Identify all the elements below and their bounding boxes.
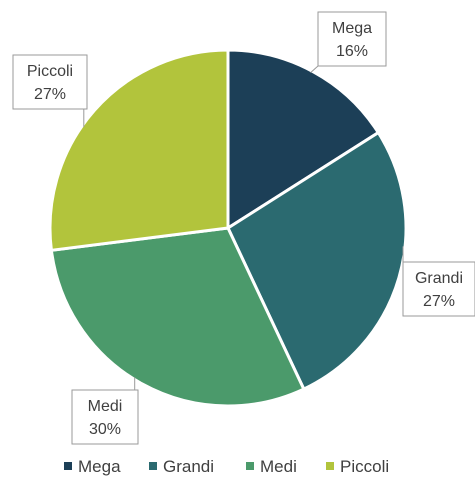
data-label-box-medi (71, 389, 139, 445)
data-label-category-mega: Mega (332, 20, 372, 37)
legend-label-medi: Medi (260, 457, 297, 476)
legend-swatch-mega (64, 462, 72, 470)
data-label-box-grandi (402, 261, 475, 317)
pie-slice-mega (226, 48, 381, 231)
legend-swatch-grandi (149, 462, 157, 470)
data-label-value-piccoli: 27% (34, 86, 66, 103)
data-label-value-medi: 30% (89, 421, 121, 438)
data-label-value-mega: 16% (336, 43, 368, 60)
data-label-value-grandi: 27% (423, 293, 455, 310)
legend-swatch-medi (246, 462, 254, 470)
data-label-category-medi: Medi (88, 398, 123, 415)
legend-label-grandi: Grandi (163, 457, 214, 476)
legend-label-mega: Mega (78, 457, 121, 476)
pie-slice-grandi (226, 130, 408, 392)
data-label-box-mega (317, 11, 387, 67)
pie-slice-piccoli (48, 48, 230, 252)
leader-line-mega (310, 65, 319, 73)
data-label-category-piccoli: Piccoli (27, 63, 73, 80)
data-label-box-piccoli (12, 54, 88, 110)
legend-label-piccoli: Piccoli (340, 457, 389, 476)
legend-swatch-piccoli (326, 462, 334, 470)
data-label-category-grandi: Grandi (415, 270, 463, 287)
pie-slice-medi (49, 226, 306, 408)
